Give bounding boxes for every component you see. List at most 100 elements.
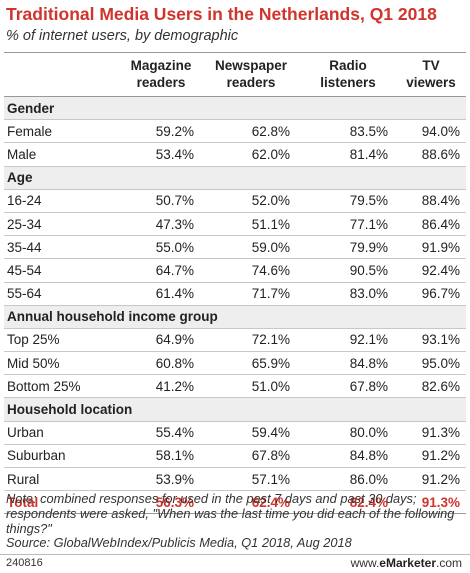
value-cell: 71.7%: [251, 286, 290, 302]
value-cell: 58.1%: [155, 448, 194, 464]
chart-title: Traditional Media Users in the Netherlan…: [6, 4, 437, 24]
value-cell: 80.0%: [349, 425, 388, 441]
value-cell: 55.0%: [155, 239, 194, 255]
value-cell: 60.8%: [155, 355, 194, 371]
row-label: 25-34: [7, 216, 42, 232]
value-cell: 95.0%: [421, 355, 460, 371]
value-cell: 53.9%: [155, 471, 194, 487]
row-label: Urban: [7, 425, 44, 441]
value-cell: 59.4%: [251, 425, 290, 441]
value-cell: 88.4%: [421, 193, 460, 209]
value-cell: 62.8%: [251, 123, 290, 139]
row-label: Mid 50%: [7, 355, 60, 371]
header-blank: [4, 53, 110, 96]
table-row: 55-64 61.4% 71.7% 83.0% 96.7%: [4, 283, 466, 306]
value-cell: 86.4%: [421, 216, 460, 232]
row-label: 45-54: [7, 262, 42, 278]
value-cell: 82.6%: [421, 378, 460, 394]
value-cell: 64.9%: [155, 332, 194, 348]
data-table: Magazine readers Newspaper readers Radio…: [4, 52, 466, 515]
value-cell: 79.5%: [349, 193, 388, 209]
table-row: 25-34 47.3% 51.1% 77.1% 86.4%: [4, 213, 466, 237]
value-cell: 52.0%: [251, 193, 290, 209]
value-cell: 84.8%: [349, 448, 388, 464]
table-row: Top 25% 64.9% 72.1% 92.1% 93.1%: [4, 329, 466, 353]
value-cell: 53.4%: [155, 146, 194, 162]
value-cell: 90.5%: [349, 262, 388, 278]
column-header-line: Radio: [329, 58, 367, 73]
table-row: Male 53.4% 62.0% 81.4% 88.6%: [4, 143, 466, 167]
table-row: Bottom 25% 41.2% 51.0% 67.8% 82.6%: [4, 375, 466, 399]
value-cell: 59.0%: [251, 239, 290, 255]
row-label: 55-64: [7, 286, 42, 302]
table-row: Mid 50% 60.8% 65.9% 84.8% 95.0%: [4, 352, 466, 376]
column-header-line: Magazine: [130, 58, 192, 73]
footnote: Note: combined responses for used in the…: [6, 491, 466, 551]
column-header-tv: TV viewers: [388, 53, 462, 96]
source-text: Source: GlobalWebIndex/Publicis Media, Q…: [6, 535, 352, 551]
value-cell: 67.8%: [251, 448, 290, 464]
value-cell: 91.3%: [421, 425, 460, 441]
column-header-line: readers: [226, 75, 276, 90]
brand-name: eMarketer: [379, 556, 436, 570]
column-header-radio: Radio listeners: [290, 53, 388, 96]
value-cell: 86.0%: [349, 471, 388, 487]
value-cell: 96.7%: [421, 286, 460, 302]
table-row: Suburban 58.1% 67.8% 84.8% 91.2%: [4, 445, 466, 468]
value-cell: 88.6%: [421, 146, 460, 162]
row-label: 35-44: [7, 239, 42, 255]
row-label: Total: [7, 494, 39, 510]
section-header-row: Age: [4, 166, 466, 190]
value-cell: 67.8%: [349, 378, 388, 394]
table-row: Female 59.2% 62.8% 83.5% 94.0%: [4, 120, 466, 144]
section-heading: Household location: [7, 402, 133, 418]
value-cell: 91.9%: [421, 239, 460, 255]
value-cell: 91.2%: [421, 471, 460, 487]
row-label: Rural: [7, 471, 40, 487]
value-cell: 47.3%: [155, 216, 194, 232]
value-cell: 93.1%: [421, 332, 460, 348]
value-cell: 83.5%: [349, 123, 388, 139]
column-header-line: listeners: [320, 75, 376, 90]
value-cell: 62.4%: [251, 494, 290, 510]
section-heading: Age: [7, 170, 33, 186]
value-cell: 56.3%: [155, 494, 194, 510]
value-cell: 84.8%: [349, 355, 388, 371]
value-cell: 83.0%: [349, 286, 388, 302]
footer-divider: [0, 554, 470, 555]
value-cell: 61.4%: [155, 286, 194, 302]
note-text: Note: combined responses for used in the…: [6, 491, 455, 536]
value-cell: 91.3%: [421, 494, 460, 510]
value-cell: 62.0%: [251, 146, 290, 162]
section-heading: Annual household income group: [7, 309, 218, 325]
brand-suffix: .com: [435, 556, 462, 570]
column-header-line: readers: [136, 75, 186, 90]
table-row: 16-24 50.7% 52.0% 79.5% 88.4%: [4, 190, 466, 213]
table-row: 45-54 64.7% 74.6% 90.5% 92.4%: [4, 259, 466, 283]
table-row: Urban 55.4% 59.4% 80.0% 91.3%: [4, 422, 466, 445]
value-cell: 94.0%: [421, 123, 460, 139]
column-header-newspaper: Newspaper readers: [194, 53, 290, 96]
value-cell: 74.6%: [251, 262, 290, 278]
value-cell: 64.7%: [155, 262, 194, 278]
value-cell: 51.1%: [251, 216, 290, 232]
value-cell: 41.2%: [155, 378, 194, 394]
table-body: Gender Female 59.2% 62.8% 83.5% 94.0% Male 53.4…: [4, 97, 466, 515]
value-cell: 82.4%: [349, 494, 388, 510]
value-cell: 59.2%: [155, 123, 194, 139]
table-row: Rural 53.9% 57.1% 86.0% 91.2%: [4, 468, 466, 492]
row-label: Suburban: [7, 448, 66, 464]
value-cell: 81.4%: [349, 146, 388, 162]
section-header-row: Gender: [4, 97, 466, 121]
table-header: Magazine readers Newspaper readers Radio…: [4, 53, 466, 97]
value-cell: 72.1%: [251, 332, 290, 348]
brand-logo: www.eMarketer.com: [351, 556, 462, 570]
column-header-line: viewers: [406, 75, 456, 90]
column-header-line: Newspaper: [214, 58, 288, 73]
value-cell: 77.1%: [349, 216, 388, 232]
total-row: Total 56.3% 62.4% 82.4% 91.3%: [4, 491, 466, 515]
value-cell: 57.1%: [251, 471, 290, 487]
value-cell: 92.4%: [421, 262, 460, 278]
table-row: 35-44 55.0% 59.0% 79.9% 91.9%: [4, 236, 466, 260]
chart-subtitle: % of internet users, by demographic: [6, 28, 239, 44]
